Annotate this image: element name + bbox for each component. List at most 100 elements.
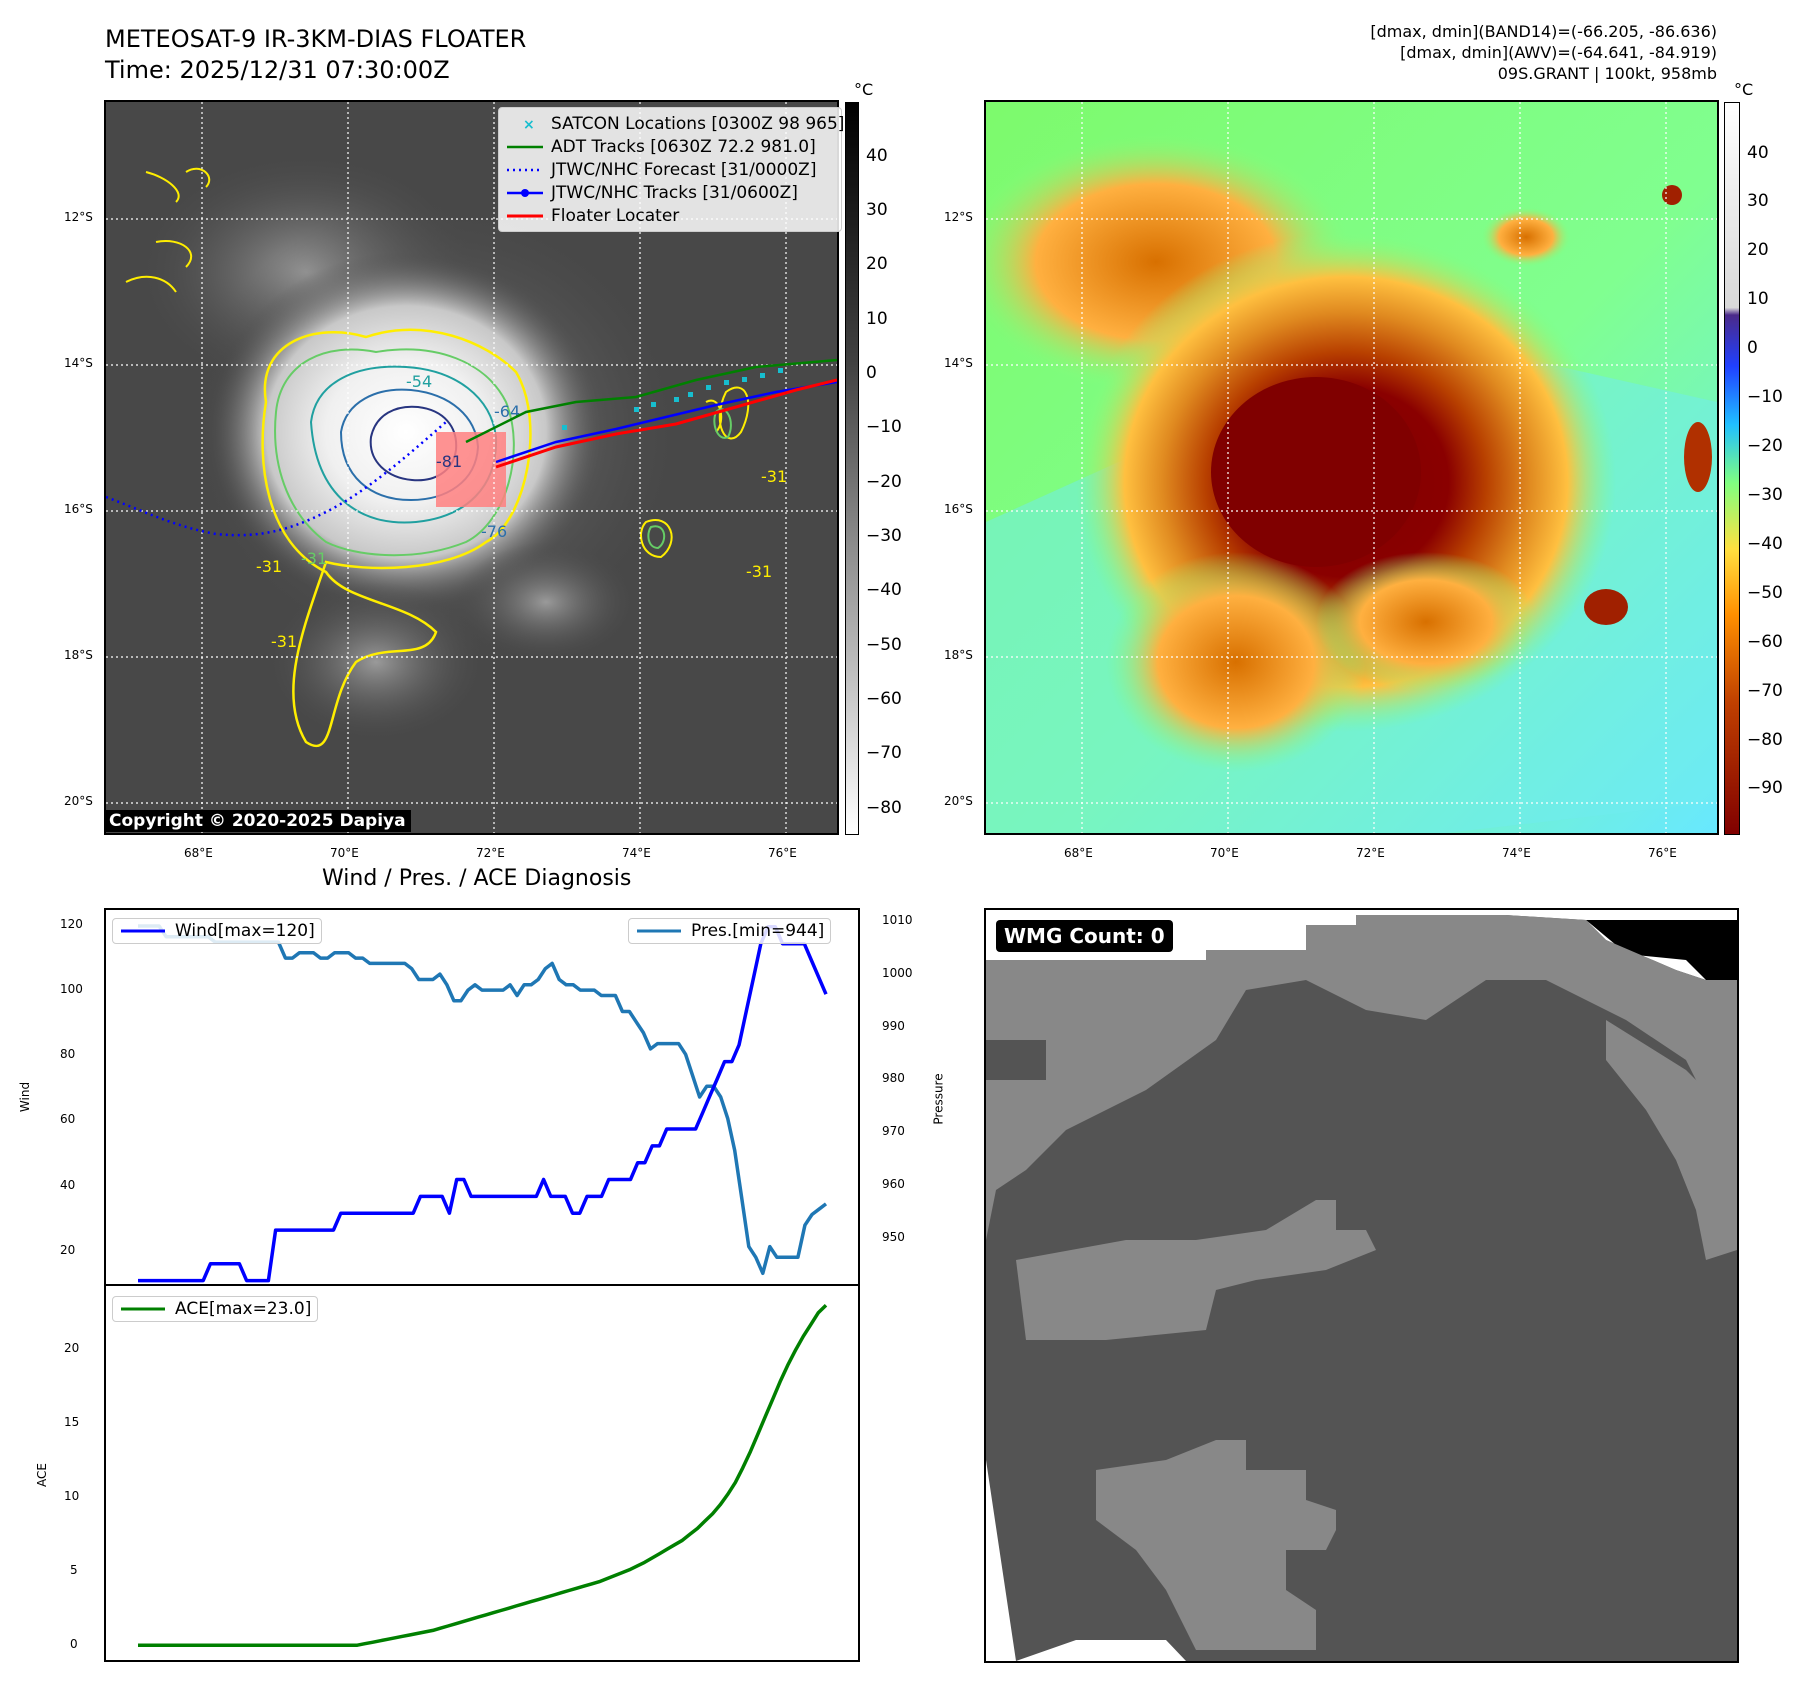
awv-map-svg [986,102,1717,833]
wind-pressure-panel[interactable] [104,908,860,1286]
awv-lon-label: 70°E [1210,846,1239,860]
ir-cb-tick: 10 [866,309,888,329]
pressure-tick: 1000 [882,966,913,980]
ir-lat-label: 18°S [64,648,93,662]
wmg-light-region-north [986,915,1737,1240]
contour-label: -31 [761,467,787,486]
awv-cell [1662,185,1682,205]
awv-colorbar [1724,102,1740,835]
wind-legend-label: Wind[max=120] [175,921,315,941]
legend-forecast-label: JTWC/NHC Forecast [31/0000Z] [551,159,817,180]
wmg-svg [986,910,1737,1661]
ir-cb-tick: −30 [866,526,902,546]
ir-lon-label: 70°E [330,846,359,860]
ir-lon-label: 72°E [476,846,505,860]
ace-plot [138,1303,828,1647]
wmg-dark-patch [986,1040,1046,1080]
awv-map[interactable] [984,100,1719,835]
pressure-tick: 970 [882,1124,905,1138]
wind-tick: 20 [60,1243,76,1257]
ir-cb-tick: −50 [866,635,902,655]
wmg-light-region-west [1016,1200,1376,1340]
contour-label: -31 [746,562,772,581]
legend-tracks-label: JTWC/NHC Tracks [31/0600Z] [551,182,798,203]
ir-lat-label: 16°S [64,502,93,516]
contour-label: -31 [256,557,282,576]
wind-tick: 40 [60,1178,76,1192]
ace-legend-label: ACE[max=23.0] [175,1299,312,1319]
floater-locater-box [436,432,506,507]
legend-satcon-label: SATCON Locations [0300Z 98 965] [551,113,845,134]
awv-cb-tick: −90 [1747,778,1783,798]
wind-tick: 60 [60,1112,76,1126]
copyright-badge: Copyright © 2020-2025 Dapiya [104,810,411,832]
floater-line-icon [507,214,543,217]
awv-eye-core [1211,377,1421,567]
ir-lat-label: 20°S [64,794,93,808]
ir-lat-label: 12°S [64,210,93,224]
awv-cb-tick: −60 [1747,632,1783,652]
pressure-legend-label: Pres.[min=944] [691,921,825,941]
wmg-light-region-south [1096,1440,1336,1650]
ir-map-svg: -54 -64 -76 -81 -31 -31 -31 -31 -31 [106,102,837,833]
wmg-light-region-east [1606,1020,1737,1260]
pressure-axis-label: Pressure [931,1073,946,1125]
ir-cb-tick: −80 [866,798,902,818]
awv-band-ne [1481,207,1571,267]
wmg-count-badge: WMG Count: 0 [996,920,1173,952]
pressure-tick: 950 [882,1230,905,1244]
ace-tick: 5 [70,1563,78,1577]
ir-rainband-south [266,582,486,742]
wind-line-icon [121,929,165,933]
awv-gridlines [986,102,1717,833]
wind-series-line [138,925,828,1283]
satcon-marker-icon: × [523,117,535,131]
awv-lat-label: 18°S [944,648,973,662]
awv-cb-tick: 10 [1747,289,1769,309]
wind-axis-label: Wind [18,1081,33,1113]
legend-floater: Floater Locater [505,204,835,227]
wmg-white-edge [986,1460,1186,1661]
awv-cb-tick: −10 [1747,387,1783,407]
ace-tick: 20 [64,1341,80,1355]
awv-lon-label: 76°E [1648,846,1677,860]
wmg-white-region [986,910,1737,980]
awv-cb-tick: 20 [1747,240,1769,260]
floater-track [495,378,837,469]
awv-lat-label: 16°S [944,502,973,516]
wmg-black-region [1586,920,1737,980]
ir-cb-tick: 0 [866,363,877,383]
contour-label: -64 [494,402,520,421]
awv-cb-tick: −20 [1747,436,1783,456]
awv-info-line1: [dmax, dmin](BAND14)=(-66.205, -86.636) [1370,22,1717,41]
awv-band-east [1316,552,1536,692]
awv-info-line2: [dmax, dmin](AWV)=(-64.641, -84.919) [1400,43,1717,62]
ir-rainband-east [456,542,636,662]
awv-cb-tick: −80 [1747,730,1783,750]
satcon-markers [562,368,783,430]
wmg-panel[interactable] [984,908,1739,1663]
contour-green [274,348,515,557]
ace-panel[interactable] [104,1284,860,1662]
svg-text:×: × [523,117,535,131]
contour-label: -76 [481,522,507,541]
ace-tick: 0 [70,1637,78,1651]
contour-yellow-outer [261,328,532,748]
legend-satcon: × SATCON Locations [0300Z 98 965] [505,112,844,135]
ace-tick: 15 [64,1415,80,1429]
contour-label: -81 [436,452,462,471]
ir-cb-tick: −40 [866,580,902,600]
wind-tick: 80 [60,1047,76,1061]
pressure-tick: 960 [882,1177,905,1191]
ace-axis-label: ACE [34,1463,49,1487]
adt-line-icon [507,145,543,148]
diagnosis-title: Wind / Pres. / ACE Diagnosis [322,866,632,891]
awv-cb-tick: 40 [1747,143,1769,163]
forecast-line-icon [507,168,543,171]
ir-title-line1: METEOSAT-9 IR-3KM-DIAS FLOATER [105,25,527,53]
ir-lon-label: 68°E [184,846,213,860]
awv-cb-tick: −70 [1747,681,1783,701]
wind-legend: Wind[max=120] [112,918,322,944]
ace-legend: ACE[max=23.0] [112,1296,319,1322]
wind-tick: 120 [60,917,83,931]
